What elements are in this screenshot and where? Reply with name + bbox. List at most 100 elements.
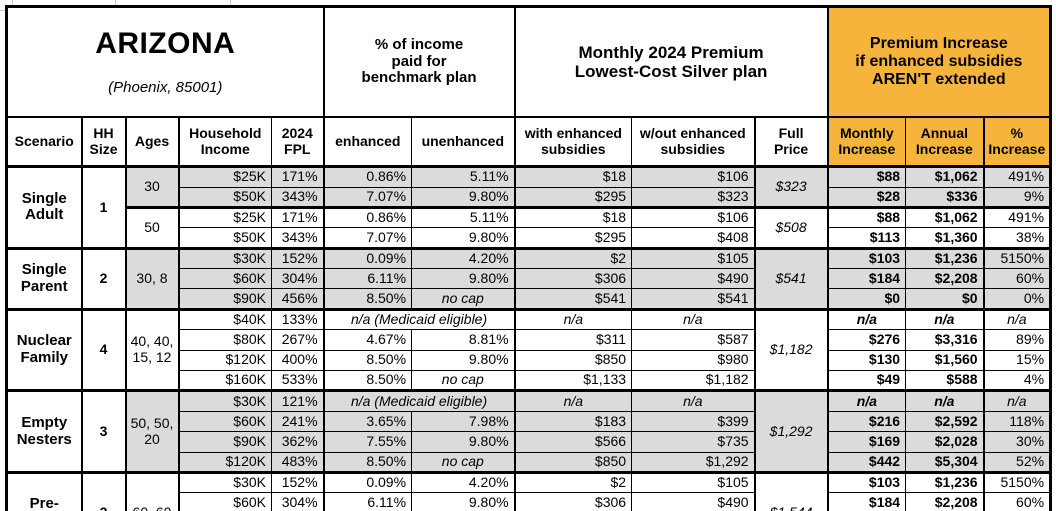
pct-income-group-header: % of income paid for benchmark plan [323, 5, 516, 118]
with-subsidies-cell: $2 [514, 470, 633, 494]
enhanced-pct-cell: 7.07% [323, 186, 413, 208]
with-subsidies-cell: $18 [514, 165, 633, 188]
ages-cell: 60, 60 [125, 470, 180, 511]
pct-increase-cell: 5150% [983, 246, 1053, 270]
table-row: $90K 362% 7.55% 9.80% $566 $735 $169 $2,028 30% [7, 431, 1053, 453]
fpl-cell: 267% [270, 329, 325, 351]
annual-increase-cell: $1,360 [905, 227, 985, 249]
income-cell: $60K [178, 492, 272, 511]
annual-increase-cell: $336 [905, 186, 985, 208]
enhanced-pct-cell: 4.67% [323, 329, 413, 351]
col-header-ages: Ages [125, 116, 180, 168]
unenhanced-pct-cell: 4.20% [411, 246, 516, 270]
annual-increase-cell: $0 [905, 288, 985, 310]
enhanced-pct-cell: 0.09% [323, 470, 413, 494]
pct-increase-cell: 4% [983, 370, 1053, 392]
premium-group-header: Monthly 2024 Premium Lowest-Cost Silver … [514, 5, 829, 118]
col-header-pct-increase: % Increase [983, 116, 1053, 168]
table-row: 50 $25K 171% 0.86% 5.11% $18 $106 $508 $88 $1,062… [7, 205, 1053, 249]
table-row: $80K 267% 4.67% 8.81% $311 $587 $276 $3,316 89% [7, 329, 1053, 351]
income-cell: $25K [178, 165, 272, 188]
table-row: $120K 400% 8.50% 9.80% $850 $980 $130 $1,560 15% [7, 349, 1053, 372]
income-cell: $25K [178, 205, 272, 229]
fpl-cell: 304% [270, 492, 325, 511]
hh-size-cell: 4 [81, 307, 127, 392]
enhanced-pct-cell: 8.50% [323, 370, 413, 392]
full-price-cell: $323 [754, 165, 829, 208]
income-cell: $90K [178, 431, 272, 453]
hh-size-cell: 3 [81, 389, 127, 473]
monthly-increase-cell: $0 [827, 288, 907, 310]
income-cell: $90K [178, 288, 272, 310]
with-subsidies-cell: $306 [514, 268, 633, 290]
with-subsidies-cell: $2 [514, 246, 633, 270]
pct-increase-cell: 5150% [983, 470, 1053, 494]
with-subsidies-cell: n/a [514, 307, 633, 331]
fpl-cell: 483% [270, 451, 325, 473]
without-subsidies-cell: $541 [631, 288, 756, 310]
table-body: Single Adult 1 30 $25K 171% 0.86% 5.11% $18 $106… [6, 165, 1053, 511]
fpl-cell: 152% [270, 246, 325, 270]
monthly-increase-cell: $49 [827, 370, 907, 392]
pct-increase-cell: 89% [983, 329, 1053, 351]
enhanced-pct-cell: 8.50% [323, 349, 413, 372]
unenhanced-pct-cell: 4.20% [411, 470, 516, 494]
fpl-cell: 171% [270, 205, 325, 229]
without-subsidies-cell: $980 [631, 349, 756, 372]
unenhanced-pct-cell: 7.98% [411, 410, 516, 433]
pct-increase-cell: 491% [983, 205, 1053, 229]
annual-increase-cell: $1,560 [905, 349, 985, 372]
full-price-cell: $1,292 [754, 389, 829, 473]
without-subsidies-cell: $408 [631, 227, 756, 249]
with-subsidies-cell: $18 [514, 205, 633, 229]
annual-increase-cell: $2,592 [905, 410, 985, 433]
col-header-fpl: 2024 FPL [270, 116, 325, 168]
table-row: $60K 304% 6.11% 9.80% $306 $490 $184 $2,208 60% [7, 492, 1053, 511]
with-subsidies-cell: $850 [514, 451, 633, 473]
unenhanced-pct-cell: 9.80% [411, 227, 516, 249]
without-subsidies-cell: $1,182 [631, 370, 756, 392]
fpl-cell: 362% [270, 431, 325, 453]
ages-cell: 30, 8 [125, 246, 180, 310]
with-subsidies-cell: $850 [514, 349, 633, 372]
ages-cell: 50, 50, 20 [125, 389, 180, 473]
region-subtitle: (Phoenix, 85001) [108, 79, 223, 97]
annual-increase-cell: $1,236 [905, 470, 985, 494]
col-header-full-price: Full Price [754, 116, 829, 168]
fpl-cell: 400% [270, 349, 325, 372]
pct-increase-cell: 52% [983, 451, 1053, 473]
enhanced-pct-cell: 6.11% [323, 492, 413, 511]
region-title: ARIZONA [95, 26, 236, 60]
income-cell: $160K [178, 370, 272, 392]
scenario-cell: Nuclear Family [6, 307, 83, 392]
annual-increase-cell: $588 [905, 370, 985, 392]
income-cell: $60K [178, 268, 272, 290]
scenario-cell: Empty Nesters [6, 389, 83, 473]
unenhanced-pct-cell: 8.81% [411, 329, 516, 351]
fpl-cell: 304% [270, 268, 325, 290]
monthly-increase-cell: $169 [827, 431, 907, 453]
region-header: ARIZONA (Phoenix, 85001) [5, 5, 325, 118]
gridline-stub [115, 0, 116, 5]
with-subsidies-cell: $183 [514, 410, 633, 433]
pct-increase-cell: 38% [983, 227, 1053, 249]
unenhanced-pct-cell: 5.11% [411, 205, 516, 229]
income-cell: $120K [178, 451, 272, 473]
pct-increase-cell: 30% [983, 431, 1053, 453]
fpl-cell: 343% [270, 186, 325, 208]
without-subsidies-cell: n/a [631, 307, 756, 331]
income-cell: $30K [178, 470, 272, 494]
pct-increase-cell: n/a [983, 389, 1053, 412]
unenhanced-pct-cell: 9.80% [411, 492, 516, 511]
unenhanced-pct-cell: 9.80% [411, 186, 516, 208]
with-subsidies-cell: $295 [514, 227, 633, 249]
col-header-with-subsidies: with enhanced subsidies [514, 116, 633, 168]
medicaid-note-cell: n/a (Medicaid eligible) [323, 389, 516, 412]
pct-increase-cell: 60% [983, 492, 1053, 511]
scenario-cell: Pre- Retirees [6, 470, 83, 511]
income-cell: $40K [178, 307, 272, 331]
monthly-increase-cell: $442 [827, 451, 907, 473]
monthly-increase-cell: n/a [827, 389, 907, 412]
full-price-cell: $1,182 [754, 307, 829, 392]
